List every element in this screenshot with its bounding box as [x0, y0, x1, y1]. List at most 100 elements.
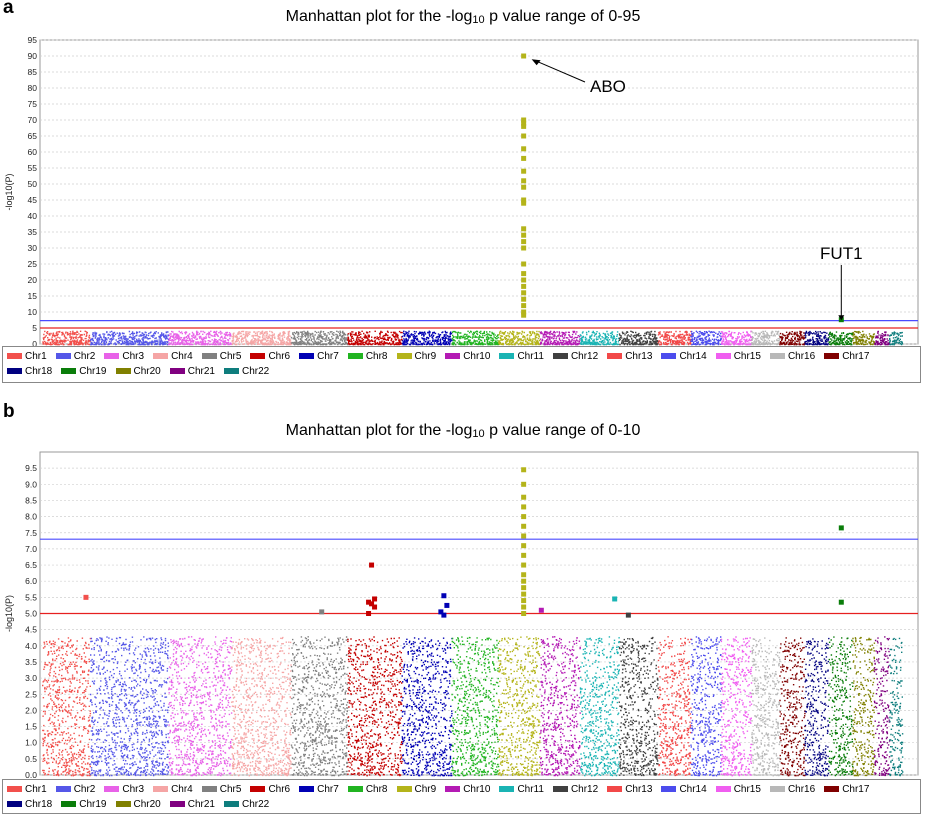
highlight-point — [369, 601, 375, 607]
snp-points-chr14 — [690, 330, 722, 346]
panel-b-letter: b — [3, 401, 15, 422]
highlight-point — [521, 232, 527, 238]
y-tick-label: 6.5 — [25, 560, 37, 570]
snp-points-chr6 — [347, 636, 403, 777]
legend-swatch — [104, 353, 120, 360]
snp-points-chr8 — [451, 330, 500, 346]
highlight-point — [521, 578, 527, 584]
panel-a-title-pre: Manhattan plot for the -log — [285, 8, 473, 25]
snp-points-chr5 — [290, 330, 349, 346]
highlight-point — [521, 245, 527, 251]
legend-label: Chr2 — [73, 784, 96, 795]
y-tick-label: 70 — [28, 115, 38, 125]
snp-points-chr4 — [231, 636, 292, 777]
legend-item-chr11: Chr11 — [499, 349, 544, 364]
legend-swatch — [445, 786, 461, 793]
legend-swatch — [715, 786, 731, 793]
legend-swatch — [7, 801, 22, 808]
snp-cloud — [42, 330, 903, 346]
snp-points-chr10 — [539, 330, 581, 346]
legend-swatch — [7, 368, 22, 375]
manhattan-plot-b: 0.0 0.5 1.0 1.5 2.0 2.5 3.0 3.5 4.0 4.5 5.0 5.5 6.0 6… — [4, 451, 919, 780]
highlight-point — [521, 117, 527, 123]
snp-points-chr13 — [657, 636, 692, 777]
legend-item-chr15: Chr15 — [715, 349, 761, 364]
y-tick-label: 1.0 — [25, 738, 37, 748]
highlight-point — [521, 290, 527, 296]
panel-a-letter: a — [3, 0, 14, 18]
legend-item-chr18: Chr18 — [7, 797, 52, 812]
highlight-point — [521, 312, 527, 318]
y-tick-label: 4.0 — [25, 641, 37, 651]
snp-cloud — [42, 636, 904, 777]
y-tick-label: 15 — [28, 291, 38, 301]
y-tick-label: 35 — [28, 227, 38, 237]
panel-a-title-sub: 10 — [472, 14, 485, 26]
abo-arrow-line — [535, 60, 586, 83]
legend-label: Chr17 — [842, 784, 870, 795]
y-tick-label: 3.5 — [25, 657, 37, 667]
legend-item-chr12: Chr12 — [552, 349, 598, 364]
legend-item-chr3: Chr3 — [104, 349, 144, 364]
highlight-point — [521, 197, 527, 203]
legend-label: Chr14 — [679, 351, 707, 362]
highlight-point — [521, 146, 527, 152]
legend-item-chr8: Chr8 — [347, 349, 388, 364]
legend-item-chr19: Chr19 — [61, 364, 107, 379]
y-tick-label: 0.5 — [25, 754, 37, 764]
legend-item-chr14: Chr14 — [661, 782, 707, 797]
y-tick-label: 25 — [28, 259, 38, 269]
highlight-point — [521, 481, 527, 487]
legend-swatch — [396, 353, 412, 360]
snp-points-chr11 — [579, 636, 620, 777]
legend-label: Chr4 — [171, 784, 193, 795]
legend-item-chr13: Chr13 — [607, 782, 652, 797]
snp-points-chr16 — [751, 637, 781, 777]
highlight-point — [521, 123, 527, 129]
highlight-point — [521, 168, 527, 174]
panel-b-title-sub: 10 — [472, 428, 485, 440]
highlight-point — [521, 271, 527, 277]
y-tick-label: 2.5 — [25, 689, 37, 699]
highlight-point — [521, 309, 527, 315]
y-axis-label: -log10(P) — [4, 595, 14, 632]
legend-swatch — [250, 353, 266, 360]
y-tick-label: 5.5 — [25, 592, 37, 602]
highlight-point — [521, 239, 527, 245]
legend-swatch — [7, 353, 22, 360]
legend-item-chr21: Chr21 — [169, 364, 215, 379]
legend-item-chr3: Chr3 — [104, 782, 144, 797]
highlight-point — [521, 303, 527, 309]
legend-item-chr6: Chr6 — [250, 782, 290, 797]
y-tick-label: 10 — [28, 307, 38, 317]
legend-label: Chr22 — [242, 366, 270, 377]
snp-points-chr20 — [852, 636, 876, 777]
y-tick-label: 30 — [28, 243, 38, 253]
snp-points-chr1 — [42, 330, 91, 346]
legend-item-chr20: Chr20 — [115, 797, 161, 812]
snp-points-chr16 — [751, 330, 781, 346]
legend-swatch — [61, 368, 77, 375]
legend-label: Chr13 — [625, 351, 653, 362]
snp-points-chr15 — [720, 330, 753, 346]
snp-points-chr3 — [168, 636, 233, 777]
legend-swatch — [552, 353, 568, 360]
highlight-point — [625, 612, 631, 618]
legend-swatch — [250, 786, 266, 793]
legend-swatch — [115, 368, 131, 375]
legend-item-chr18: Chr18 — [7, 364, 52, 379]
highlight-point — [521, 504, 527, 510]
legend-swatch — [299, 353, 315, 360]
legend-label: Chr5 — [219, 784, 242, 795]
legend-item-chr10: Chr10 — [445, 349, 490, 364]
legend-label: Chr11 — [517, 351, 544, 362]
legend-label: Chr13 — [625, 784, 653, 795]
highlight-point — [521, 585, 527, 591]
legend-swatch — [499, 353, 515, 360]
legend-label: Chr22 — [242, 799, 270, 810]
legend-label: Chr15 — [733, 351, 761, 362]
legend-label: Chr3 — [122, 784, 145, 795]
y-tick-label: 2.0 — [25, 705, 37, 715]
highlight-point — [521, 277, 527, 283]
legend-label: Chr7 — [317, 784, 339, 795]
